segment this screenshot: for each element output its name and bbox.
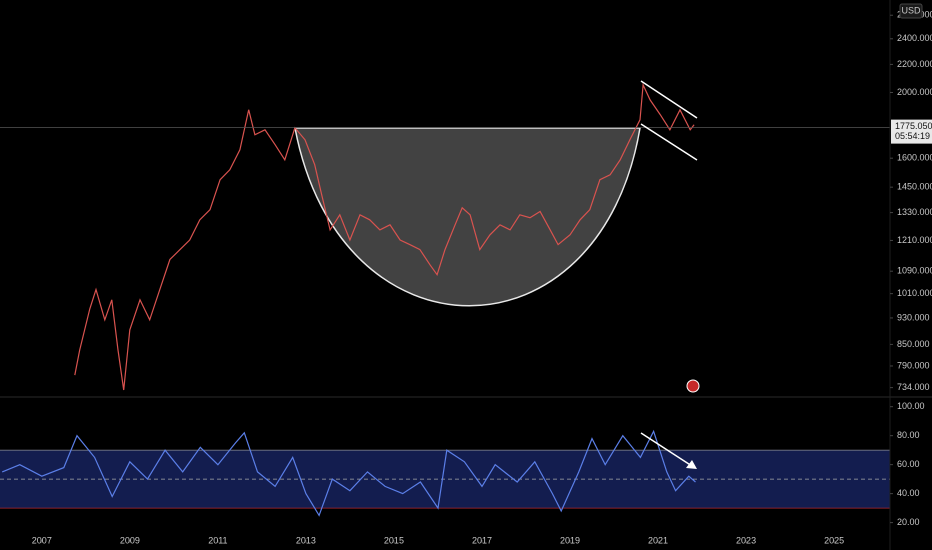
y-tick-label: 850.000 bbox=[897, 339, 930, 349]
x-tick-label: 2013 bbox=[296, 535, 316, 545]
y-tick-label: 1210.000 bbox=[897, 235, 932, 245]
currency: USD bbox=[901, 5, 921, 15]
event-icon[interactable] bbox=[686, 379, 700, 393]
y-tick-label: 2000.000 bbox=[897, 87, 932, 97]
y-tick-label: 1010.000 bbox=[897, 288, 932, 298]
y-tick-label: 734.000 bbox=[897, 382, 930, 392]
cup-drawing bbox=[294, 127, 641, 307]
series-line bbox=[74, 82, 695, 391]
countdown: 05:54:19 bbox=[895, 131, 930, 141]
channel-upper bbox=[640, 80, 698, 119]
y-tick-label: 100.00 bbox=[897, 401, 925, 411]
y-tick-label: 2400.000 bbox=[897, 33, 932, 43]
x-tick-label: 2019 bbox=[560, 535, 580, 545]
x-tick-label: 2015 bbox=[384, 535, 404, 545]
currency-box bbox=[899, 3, 923, 19]
y-tick-label: 1450.000 bbox=[897, 182, 932, 192]
y-tick-label: 60.00 bbox=[897, 459, 920, 469]
y-tick-label: 1330.000 bbox=[897, 207, 932, 217]
x-tick-label: 2023 bbox=[736, 535, 756, 545]
y-tick-label: 1090.000 bbox=[897, 266, 932, 276]
y-tick-label: 80.00 bbox=[897, 430, 920, 440]
last-price-box bbox=[891, 119, 932, 144]
axis-layer: 734.000 790.000 850.000 930.000 1010.000 1090… bbox=[32, 3, 932, 545]
divergence-arrow bbox=[640, 432, 696, 469]
x-tick-label: 2009 bbox=[120, 535, 140, 545]
data-layer bbox=[0, 82, 890, 517]
series-line bbox=[1, 429, 696, 517]
x-tick-label: 2011 bbox=[208, 535, 227, 545]
y-tick-label: 1600.000 bbox=[897, 153, 932, 163]
arrow-head bbox=[686, 460, 697, 469]
y-tick-label: 20.00 bbox=[897, 517, 920, 527]
x-tick-label: 2025 bbox=[824, 535, 844, 545]
x-tick-label: 2021 bbox=[648, 535, 668, 545]
channel-lower bbox=[640, 123, 698, 161]
y-tick-label: 790.000 bbox=[897, 360, 930, 370]
x-tick-label: 2017 bbox=[472, 535, 492, 545]
y-tick-label: 930.000 bbox=[897, 312, 930, 322]
last-price-label: 1775.050 bbox=[895, 121, 932, 131]
x-tick-label: 2007 bbox=[32, 535, 52, 545]
y-tick-label: 2200.000 bbox=[897, 59, 932, 69]
y-tick-label: 40.00 bbox=[897, 488, 920, 498]
